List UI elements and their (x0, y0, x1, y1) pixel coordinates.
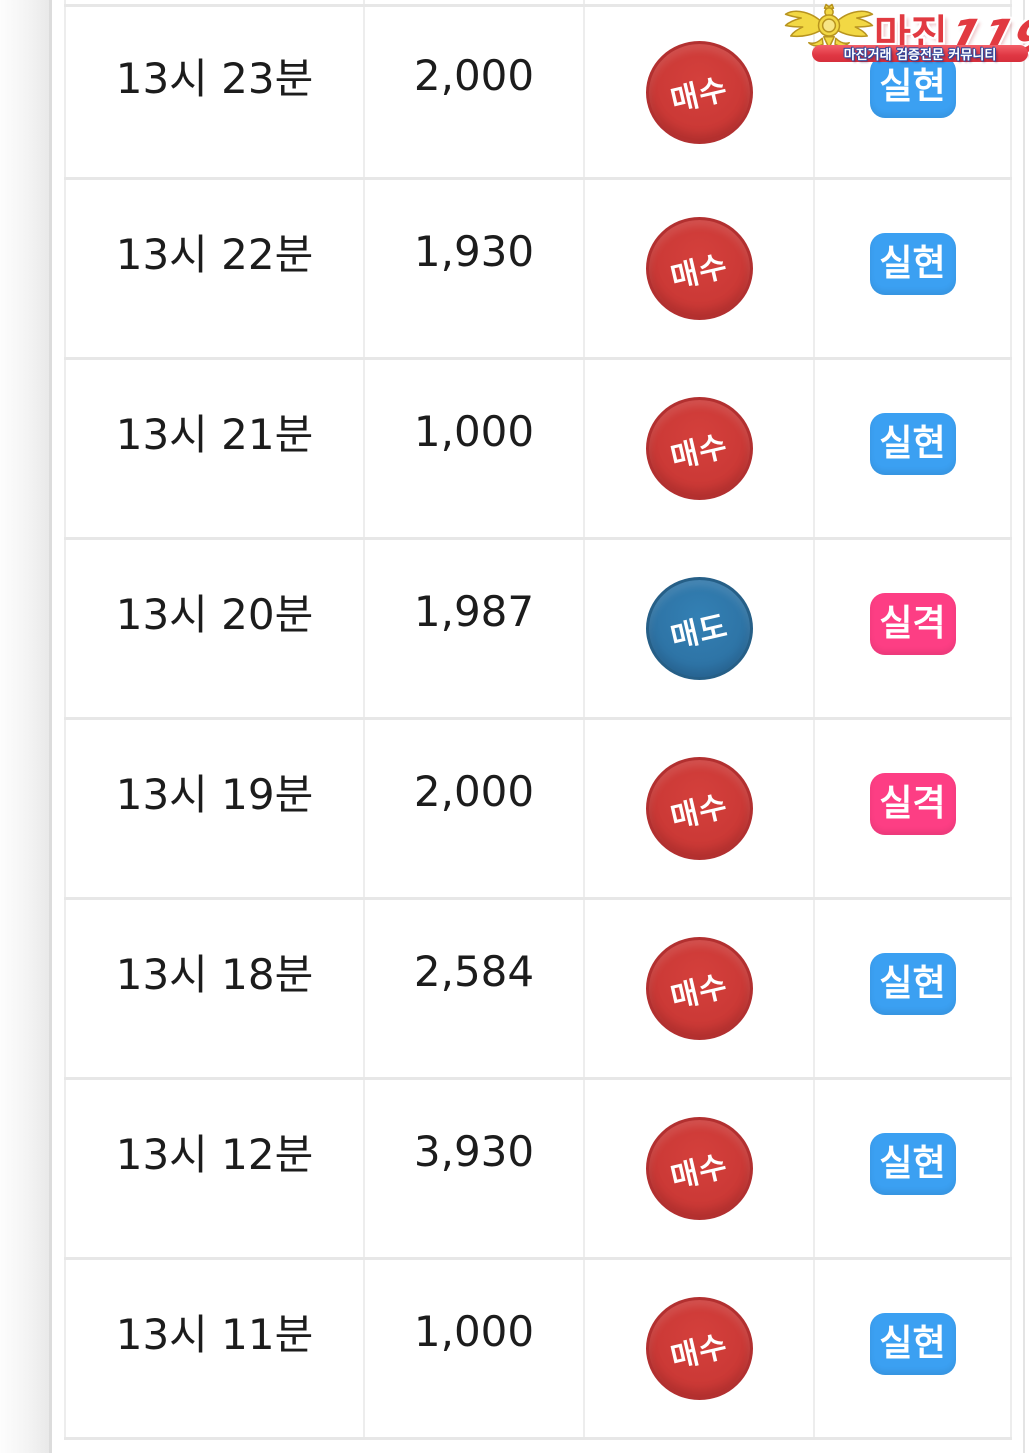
side-cell: 매도 (583, 537, 815, 720)
status-badge[interactable]: 실현 (869, 56, 956, 118)
trade-amount: 1,930 (413, 227, 535, 276)
amount-cell: 2,584 (363, 897, 585, 1080)
trade-amount: 2,000 (413, 50, 535, 100)
status-cell: 실현 (813, 897, 1012, 1080)
side-badge[interactable]: 매수 (645, 937, 753, 1040)
page-right-divider (1023, 0, 1025, 1453)
trade-history-section: 13시 23분 2,000 매수 실현 13시 22분 1,930 매수 실현 (64, 0, 1012, 1440)
trade-row: 13시 12분 3,930 매수 실현 (64, 1077, 1012, 1260)
status-badge[interactable]: 실현 (869, 1132, 956, 1195)
amount-cell: 3,930 (363, 1077, 585, 1260)
status-cell: 실격 (813, 717, 1012, 900)
side-cell: 매수 (583, 1257, 815, 1440)
trade-amount: 1,000 (413, 407, 535, 456)
trade-amount: 2,584 (413, 947, 535, 996)
time-cell: 13시 19분 (64, 717, 365, 900)
status-badge[interactable]: 실격 (869, 592, 956, 655)
trade-time: 13시 23분 (115, 53, 314, 103)
trade-row-clipped (64, 0, 1012, 7)
side-badge[interactable]: 매수 (645, 217, 753, 320)
side-cell: 매수 (583, 1077, 815, 1260)
amount-cell: 1,930 (363, 177, 585, 360)
status-badge[interactable]: 실현 (869, 1312, 956, 1375)
side-badge[interactable]: 매수 (645, 40, 753, 144)
side-badge-label: 매수 (667, 788, 732, 836)
eagle-emblem-icon (784, 3, 874, 49)
trade-amount: 1,987 (413, 587, 535, 636)
side-badge[interactable]: 매수 (645, 1117, 753, 1220)
side-cell (583, 0, 815, 7)
amount-cell: 2,000 (363, 717, 585, 900)
status-cell: 실현 (813, 177, 1012, 360)
amount-cell: 1,000 (363, 1257, 585, 1440)
side-badge-label: 매도 (667, 608, 732, 656)
trade-time: 13시 12분 (115, 1130, 314, 1179)
time-cell (64, 0, 365, 7)
trade-history-table: 13시 23분 2,000 매수 실현 13시 22분 1,930 매수 실현 (64, 0, 1012, 1440)
side-cell: 매수 (583, 357, 815, 540)
side-cell: 매수 (583, 177, 815, 360)
side-cell: 매수 (583, 4, 815, 180)
side-badge-label: 매수 (667, 1148, 732, 1196)
trade-time: 13시 18분 (115, 950, 314, 999)
side-badge[interactable]: 매도 (645, 577, 753, 680)
trade-row: 13시 21분 1,000 매수 실현 (64, 357, 1012, 540)
time-cell: 13시 11분 (64, 1257, 365, 1440)
side-badge[interactable]: 매수 (645, 757, 753, 860)
status-badge[interactable]: 실격 (869, 772, 956, 835)
status-cell: 실현 (813, 357, 1012, 540)
trade-time: 13시 21분 (115, 410, 314, 459)
trade-time: 13시 19분 (115, 770, 314, 819)
trade-amount: 2,000 (413, 767, 535, 816)
status-cell: 실격 (813, 537, 1012, 720)
trade-row: 13시 19분 2,000 매수 실격 (64, 717, 1012, 900)
time-cell: 13시 20분 (64, 537, 365, 720)
amount-cell: 1,000 (363, 357, 585, 540)
site-logo[interactable]: 마진119 마진거래 검증전문 커뮤니티 (780, 0, 1029, 65)
side-badge[interactable]: 매수 (645, 397, 753, 500)
status-badge[interactable]: 실현 (869, 412, 956, 475)
side-badge-label: 매수 (667, 1328, 732, 1376)
side-badge-label: 매수 (667, 71, 732, 119)
side-badge[interactable]: 매수 (645, 1297, 753, 1400)
page-left-gutter (0, 0, 52, 1453)
time-cell: 13시 22분 (64, 177, 365, 360)
trade-row: 13시 18분 2,584 매수 실현 (64, 897, 1012, 1080)
status-cell: 실현 (813, 1077, 1012, 1260)
side-badge-label: 매수 (667, 428, 732, 476)
side-cell: 매수 (583, 717, 815, 900)
trade-row: 13시 23분 2,000 매수 실현 (64, 4, 1012, 180)
amount-cell: 2,000 (363, 4, 585, 180)
amount-cell: 1,987 (363, 537, 585, 720)
trade-row: 13시 20분 1,987 매도 실격 (64, 537, 1012, 720)
status-cell: 실현 (813, 1257, 1012, 1440)
trade-time: 13시 20분 (115, 590, 314, 639)
status-badge[interactable]: 실현 (869, 952, 956, 1015)
time-cell: 13시 21분 (64, 357, 365, 540)
trade-row: 13시 22분 1,930 매수 실현 (64, 177, 1012, 360)
trade-time: 13시 22분 (115, 230, 314, 279)
amount-cell (363, 0, 585, 7)
trade-amount: 3,930 (413, 1127, 535, 1176)
side-badge-label: 매수 (667, 968, 732, 1016)
side-cell: 매수 (583, 897, 815, 1080)
trade-time: 13시 11분 (115, 1310, 314, 1359)
trade-amount: 1,000 (413, 1307, 535, 1356)
trade-row: 13시 11분 1,000 매수 실현 (64, 1257, 1012, 1440)
time-cell: 13시 23분 (64, 4, 365, 180)
status-badge[interactable]: 실현 (869, 232, 956, 295)
time-cell: 13시 12분 (64, 1077, 365, 1260)
time-cell: 13시 18분 (64, 897, 365, 1080)
logo-banner: 마진거래 검증전문 커뮤니티 (812, 45, 1028, 63)
status-cell (813, 0, 1012, 7)
side-badge-label: 매수 (667, 248, 732, 296)
